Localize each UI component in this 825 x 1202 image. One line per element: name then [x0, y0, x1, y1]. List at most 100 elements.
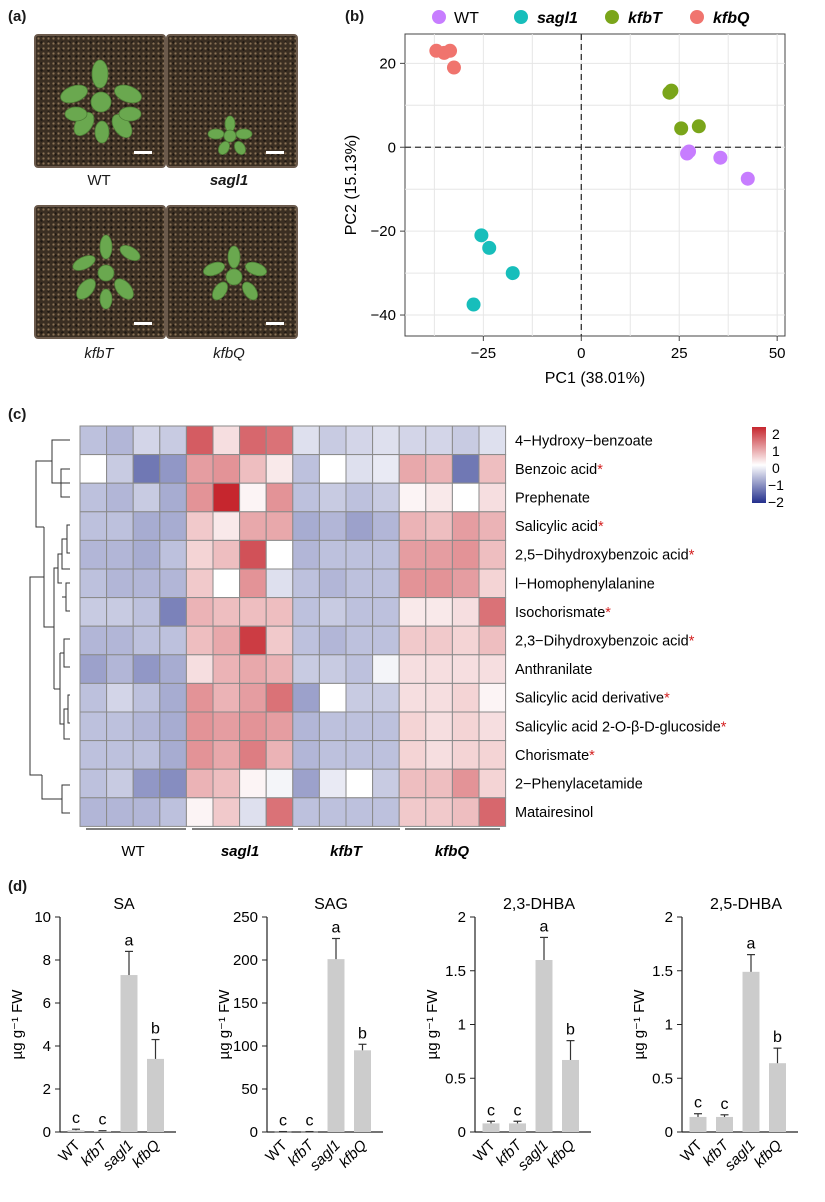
photo-caption-kfbt: kfbT [84, 345, 114, 362]
plant-photo-kfbq [166, 205, 298, 339]
bar-category-label: WT [677, 1137, 706, 1166]
heatmap-cell [345, 797, 374, 827]
significance-letter: c [514, 1102, 522, 1119]
color-scale-tick: −1 [768, 477, 784, 493]
significance-letter: a [332, 920, 341, 937]
significance-letter: b [566, 1022, 575, 1039]
heatmap-cell [132, 597, 161, 627]
plant-photo-wt [34, 34, 166, 168]
bar-y-tick-label: 2 [665, 909, 673, 926]
heatmap-row-label: 2,5−Dihydroxybenzoic acid* [515, 548, 695, 564]
heatmap-cell [185, 768, 214, 799]
heatmap-cell [372, 511, 400, 541]
heatmap-cell [239, 797, 267, 827]
bar-category-label: WT [470, 1137, 499, 1166]
panel-b-label: (b) [345, 8, 365, 25]
heatmap-cell [425, 511, 453, 541]
bar-wt [482, 1123, 500, 1132]
rosette-kfbq [203, 245, 267, 301]
heatmap-cell [106, 797, 134, 827]
scale-bar [266, 151, 284, 154]
heatmap-cell [239, 568, 267, 599]
heatmap-cell [212, 539, 241, 570]
bar-y-tick-label: 2 [43, 1081, 51, 1098]
heatmap-cell [451, 711, 480, 742]
bar-y-axis-label: µg g⁻¹ FW [424, 989, 441, 1060]
heatmap-cell [372, 711, 400, 742]
bar-chart-title: SA [113, 896, 135, 913]
heatmap-cell [398, 454, 427, 484]
heatmap-cell [478, 625, 507, 656]
heatmap-cell [185, 482, 214, 513]
heatmap-cell [478, 454, 507, 484]
significance-letter: c [72, 1110, 80, 1127]
pca-point-kfbq [446, 60, 461, 75]
heatmap-cell [425, 425, 453, 456]
group-label-sagl1: sagl1 [221, 843, 259, 860]
color-scale-tick: 0 [772, 460, 780, 476]
heatmap-cell [478, 539, 507, 570]
significance-letter: b [151, 1021, 160, 1038]
heatmap-cell [212, 740, 241, 770]
heatmap-row-label: Isochorismate* [515, 605, 611, 621]
heatmap-cell [425, 797, 453, 827]
heatmap-cell [212, 597, 241, 627]
heatmap-cell [159, 654, 187, 684]
heatmap-cell [292, 740, 320, 770]
bar-y-tick-label: 0.5 [652, 1070, 673, 1087]
plant-photo-sagl1 [166, 34, 298, 168]
heatmap-dendrogram [29, 439, 70, 814]
bar-category-label: kfbQ [336, 1137, 371, 1172]
heatmap-cell [79, 625, 108, 656]
heatmap-cell [318, 740, 347, 770]
scale-bar [134, 151, 152, 154]
heatmap-cell [212, 682, 241, 713]
heatmap-cell [265, 654, 294, 684]
pca-y-axis-label: PC2 (15.13%) [343, 135, 360, 236]
heatmap-row-label: Anthranilate [515, 662, 592, 678]
heatmap-cell [318, 511, 347, 541]
legend-item-kfbq: kfbQ [690, 10, 750, 27]
bar-y-tick-label: 0 [43, 1124, 51, 1141]
pca-point-sagl1 [482, 240, 497, 255]
pca-x-tick-label: 50 [769, 345, 786, 362]
bar-kfbt [94, 1131, 111, 1132]
heatmap-cell [372, 797, 400, 827]
heatmap-cell [478, 711, 507, 742]
pca-ticks: −25 0 25 50 20 0 −20 −40 [371, 55, 786, 362]
bar-sagl1 [535, 960, 553, 1132]
pca-x-tick-label: 0 [577, 345, 585, 362]
heatmap-cell [292, 539, 320, 570]
heatmap-cell [265, 539, 294, 570]
pca-point-wt [680, 146, 695, 161]
bar-y-tick-label: 150 [233, 995, 258, 1012]
heatmap-color-legend: 2 1 0 −1 −2 [752, 426, 784, 510]
heatmap-cells [79, 425, 507, 827]
heatmap-cell [106, 682, 134, 713]
heatmap-cell [159, 597, 187, 627]
legend-label-wt: WT [454, 10, 479, 27]
bar-y-axis-label: µg g⁻¹ FW [9, 989, 26, 1060]
bar-category-label: sagl1 [306, 1137, 343, 1174]
heatmap-cell [318, 425, 347, 456]
heatmap-cell [159, 511, 187, 541]
heatmap-cell [292, 711, 320, 742]
pca-point-sagl1 [505, 266, 520, 281]
heatmap-cell [345, 625, 374, 656]
bar-y-tick-label: 6 [43, 995, 51, 1012]
bar-y-tick-label: 0 [250, 1124, 258, 1141]
group-label-kfbq: kfbQ [435, 843, 470, 860]
significance-letter: b [358, 1025, 367, 1042]
heatmap-cell [345, 511, 374, 541]
heatmap-cell [398, 797, 427, 827]
heatmap-row-labels: 4−Hydroxy−benzoate Benzoic acid* Prephenat… [515, 433, 727, 821]
heatmap-row-label: Benzoic acid* [515, 462, 603, 478]
heatmap-cell [478, 740, 507, 770]
pca-y-tick-label: −20 [371, 223, 396, 240]
heatmap-cell [478, 682, 507, 713]
heatmap-cell [292, 654, 320, 684]
pca-x-axis-label: PC1 (38.01%) [545, 370, 646, 387]
heatmap-cell [79, 597, 108, 627]
pca-point-kfbt [662, 85, 677, 100]
